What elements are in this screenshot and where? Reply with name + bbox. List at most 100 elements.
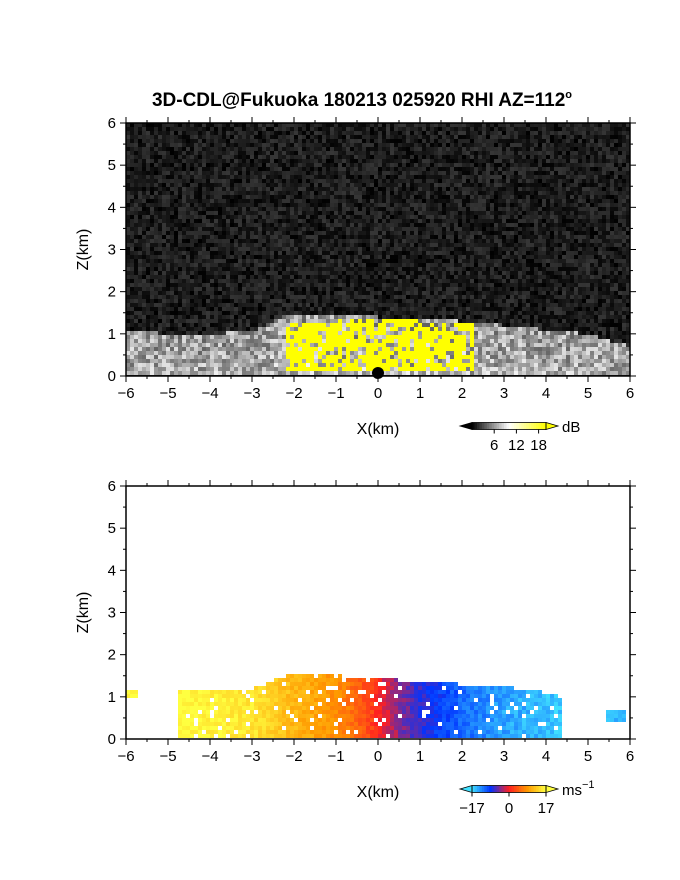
echo-pixel bbox=[378, 215, 382, 219]
echo-pixel bbox=[214, 279, 218, 283]
echo-pixel bbox=[158, 335, 162, 339]
echo-pixel bbox=[182, 283, 186, 287]
echo-pixel bbox=[434, 331, 438, 335]
echo-pixel bbox=[370, 287, 374, 291]
echo-pixel bbox=[126, 135, 130, 139]
echo-pixel bbox=[414, 163, 418, 167]
echo-pixel bbox=[214, 167, 218, 171]
echo-pixel bbox=[366, 351, 370, 355]
echo-pixel bbox=[238, 239, 242, 243]
echo-pixel bbox=[186, 311, 190, 315]
echo-pixel bbox=[154, 319, 158, 323]
echo-pixel bbox=[234, 287, 238, 291]
echo-pixel bbox=[310, 239, 314, 243]
echo-pixel bbox=[406, 271, 410, 275]
echo-pixel bbox=[262, 363, 266, 367]
echo-pixel bbox=[246, 351, 250, 355]
echo-pixel bbox=[366, 371, 370, 375]
echo-pixel bbox=[306, 139, 310, 143]
echo-pixel bbox=[434, 311, 438, 315]
echo-pixel bbox=[218, 323, 222, 327]
echo-pixel bbox=[378, 259, 382, 263]
echo-pixel bbox=[354, 127, 358, 131]
echo-pixel bbox=[410, 299, 414, 303]
echo-pixel bbox=[190, 311, 194, 315]
echo-pixel bbox=[386, 215, 390, 219]
echo-pixel bbox=[210, 355, 214, 359]
echo-pixel bbox=[290, 343, 294, 347]
echo-pixel bbox=[182, 223, 186, 227]
echo-pixel bbox=[410, 291, 414, 295]
echo-pixel bbox=[346, 367, 350, 371]
echo-pixel bbox=[178, 347, 182, 351]
echo-pixel bbox=[178, 339, 182, 343]
echo-pixel bbox=[182, 175, 186, 179]
echo-pixel bbox=[154, 327, 158, 331]
echo-pixel bbox=[330, 135, 334, 139]
echo-pixel bbox=[170, 263, 174, 267]
echo-pixel bbox=[382, 191, 386, 195]
echo-pixel bbox=[322, 179, 326, 183]
echo-pixel bbox=[406, 135, 410, 139]
echo-pixel bbox=[198, 299, 202, 303]
echo-pixel bbox=[234, 135, 238, 139]
echo-pixel bbox=[290, 247, 294, 251]
echo-pixel bbox=[214, 371, 218, 375]
echo-pixel bbox=[250, 131, 254, 135]
echo-pixel bbox=[174, 159, 178, 163]
echo-pixel bbox=[334, 175, 338, 179]
echo-pixel bbox=[278, 243, 282, 247]
echo-pixel bbox=[250, 299, 254, 303]
echo-pixel bbox=[222, 319, 226, 323]
echo-pixel bbox=[342, 247, 346, 251]
echo-pixel bbox=[262, 203, 266, 207]
echo-pixel bbox=[350, 291, 354, 295]
echo-pixel bbox=[166, 359, 170, 363]
echo-pixel bbox=[250, 163, 254, 167]
echo-pixel bbox=[150, 263, 154, 267]
echo-pixel bbox=[338, 295, 342, 299]
echo-pixel bbox=[390, 171, 394, 175]
echo-pixel bbox=[194, 135, 198, 139]
echo-pixel bbox=[154, 339, 158, 343]
echo-pixel bbox=[198, 303, 202, 307]
echo-pixel bbox=[214, 303, 218, 307]
echo-pixel bbox=[270, 147, 274, 151]
echo-pixel bbox=[366, 287, 370, 291]
echo-pixel bbox=[138, 147, 142, 151]
echo-pixel bbox=[302, 303, 306, 307]
echo-pixel bbox=[222, 291, 226, 295]
echo-pixel bbox=[270, 167, 274, 171]
echo-pixel bbox=[234, 211, 238, 215]
echo-pixel bbox=[382, 363, 386, 367]
echo-pixel bbox=[138, 163, 142, 167]
echo-pixel bbox=[406, 295, 410, 299]
echo-pixel bbox=[374, 219, 378, 223]
echo-pixel bbox=[294, 131, 298, 135]
echo-pixel bbox=[154, 335, 158, 339]
echo-pixel bbox=[438, 299, 442, 303]
echo-pixel bbox=[398, 171, 402, 175]
echo-pixel bbox=[154, 227, 158, 231]
echo-pixel bbox=[186, 367, 190, 371]
echo-pixel bbox=[374, 187, 378, 191]
echo-pixel bbox=[434, 243, 438, 247]
echo-pixel bbox=[166, 287, 170, 291]
echo-pixel bbox=[338, 323, 342, 327]
echo-pixel bbox=[330, 243, 334, 247]
echo-pixel bbox=[226, 263, 230, 267]
echo-pixel bbox=[414, 347, 418, 351]
echo-pixel bbox=[358, 239, 362, 243]
echo-pixel bbox=[378, 355, 382, 359]
echo-pixel bbox=[430, 231, 434, 235]
echo-pixel bbox=[142, 211, 146, 215]
echo-pixel bbox=[174, 339, 178, 343]
echo-pixel bbox=[286, 147, 290, 151]
echo-pixel bbox=[386, 179, 390, 183]
echo-pixel bbox=[174, 343, 178, 347]
echo-pixel bbox=[190, 223, 194, 227]
echo-pixel bbox=[366, 327, 370, 331]
echo-pixel bbox=[214, 315, 218, 319]
echo-pixel bbox=[270, 259, 274, 263]
echo-pixel bbox=[258, 267, 262, 271]
